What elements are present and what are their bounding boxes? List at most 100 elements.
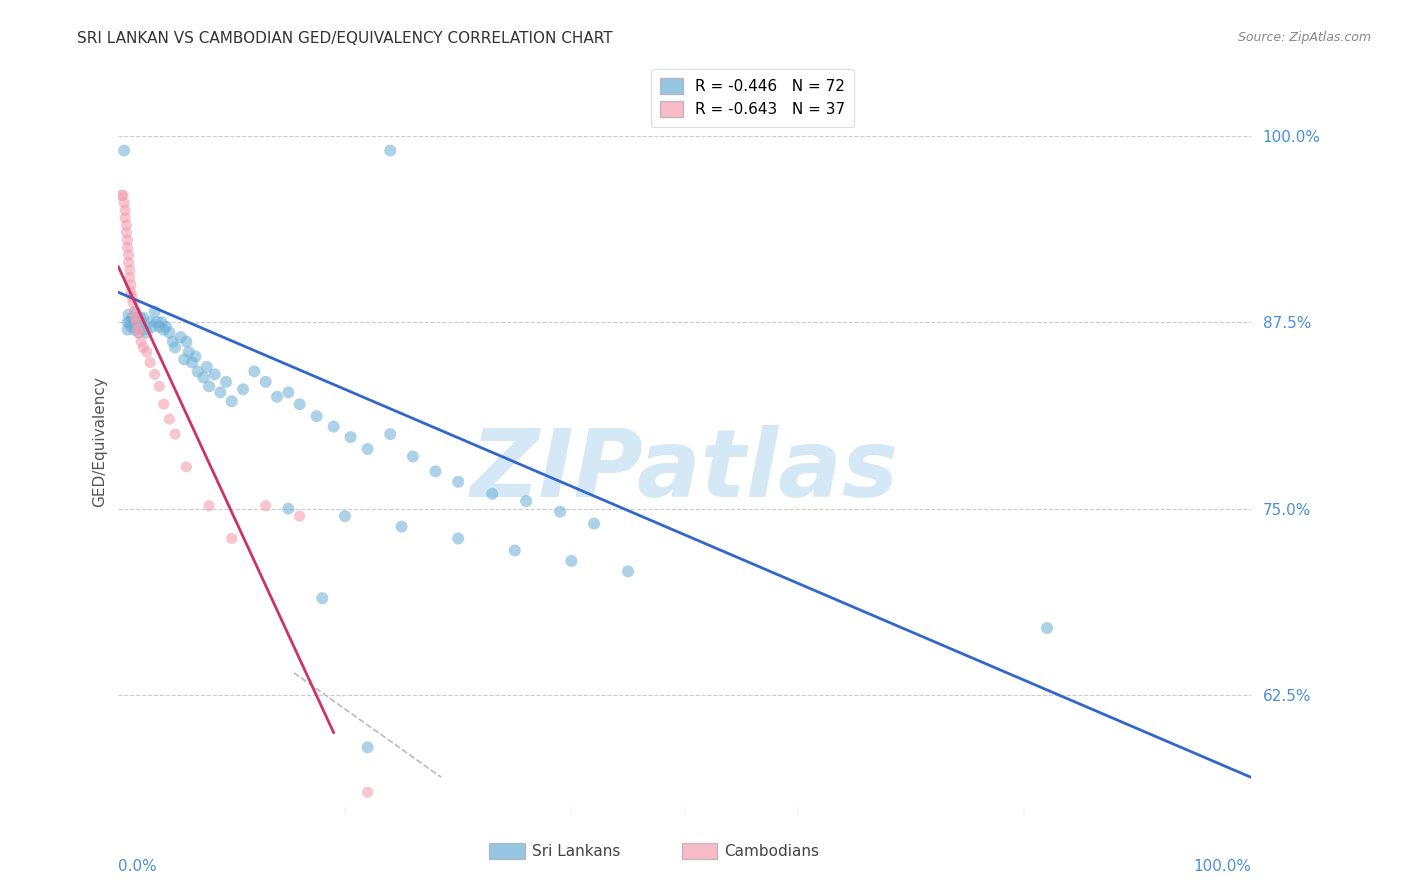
Point bbox=[150, 315, 173, 329]
Point bbox=[117, 308, 139, 322]
Point bbox=[254, 499, 277, 513]
Point bbox=[503, 543, 526, 558]
Point bbox=[128, 326, 150, 340]
Point bbox=[114, 211, 136, 225]
Point bbox=[548, 505, 571, 519]
Point bbox=[152, 397, 174, 411]
Point bbox=[193, 370, 215, 384]
Point bbox=[617, 565, 640, 579]
Point bbox=[143, 304, 166, 318]
Point bbox=[139, 355, 162, 369]
Point bbox=[195, 359, 218, 374]
Point bbox=[165, 427, 187, 442]
Point bbox=[132, 341, 155, 355]
Point bbox=[155, 319, 177, 334]
Point bbox=[170, 330, 193, 344]
Point bbox=[243, 364, 266, 378]
Point bbox=[305, 409, 328, 424]
Point bbox=[356, 442, 378, 456]
Point bbox=[157, 326, 180, 340]
Point bbox=[129, 334, 152, 349]
Point bbox=[128, 326, 150, 340]
Point bbox=[254, 375, 277, 389]
Point bbox=[120, 319, 142, 334]
Point bbox=[184, 350, 207, 364]
Point bbox=[135, 326, 157, 340]
Point bbox=[204, 368, 226, 382]
Point bbox=[173, 352, 195, 367]
Point bbox=[447, 532, 470, 546]
Point bbox=[121, 290, 143, 304]
Point bbox=[111, 188, 134, 202]
Point bbox=[311, 591, 333, 606]
Point bbox=[129, 315, 152, 329]
Point bbox=[425, 464, 447, 478]
Point bbox=[111, 188, 134, 202]
Point bbox=[221, 532, 243, 546]
Point bbox=[117, 241, 139, 255]
Point bbox=[356, 785, 378, 799]
Point bbox=[187, 364, 209, 378]
Point bbox=[115, 218, 138, 232]
Point bbox=[402, 450, 425, 464]
Point bbox=[583, 516, 606, 531]
Point bbox=[122, 295, 145, 310]
Point bbox=[117, 323, 139, 337]
Point bbox=[139, 315, 162, 329]
Point bbox=[120, 277, 142, 292]
Point bbox=[481, 487, 503, 501]
Point bbox=[121, 310, 143, 325]
Point bbox=[129, 310, 152, 325]
Point bbox=[288, 509, 311, 524]
Y-axis label: GED/Equivalency: GED/Equivalency bbox=[93, 376, 107, 507]
Point bbox=[125, 315, 148, 329]
Point bbox=[124, 310, 146, 325]
Point bbox=[560, 554, 582, 568]
Point bbox=[112, 195, 135, 210]
Text: ZIPatlas: ZIPatlas bbox=[471, 425, 898, 517]
Text: SRI LANKAN VS CAMBODIAN GED/EQUIVALENCY CORRELATION CHART: SRI LANKAN VS CAMBODIAN GED/EQUIVALENCY … bbox=[77, 31, 613, 46]
Point bbox=[122, 315, 145, 329]
Point bbox=[148, 379, 170, 393]
Point bbox=[277, 385, 299, 400]
Point bbox=[132, 310, 155, 325]
Point bbox=[132, 323, 155, 337]
Point bbox=[176, 334, 198, 349]
Point bbox=[162, 334, 184, 349]
Point bbox=[209, 385, 232, 400]
Point bbox=[181, 355, 204, 369]
Point bbox=[124, 323, 146, 337]
Point bbox=[124, 304, 146, 318]
Point bbox=[117, 315, 139, 329]
Point bbox=[143, 368, 166, 382]
Point bbox=[112, 144, 135, 158]
Point bbox=[198, 499, 221, 513]
Point bbox=[127, 319, 149, 334]
Point bbox=[356, 740, 378, 755]
Point bbox=[125, 310, 148, 325]
Point bbox=[127, 323, 149, 337]
Point bbox=[135, 345, 157, 359]
Point bbox=[148, 319, 170, 334]
Text: Source: ZipAtlas.com: Source: ZipAtlas.com bbox=[1237, 31, 1371, 45]
Legend: R = -0.446   N = 72, R = -0.643   N = 37: R = -0.446 N = 72, R = -0.643 N = 37 bbox=[651, 69, 855, 127]
Text: 0.0%: 0.0% bbox=[118, 859, 157, 874]
Text: Cambodians: Cambodians bbox=[724, 844, 820, 859]
Point bbox=[165, 341, 187, 355]
Point bbox=[115, 226, 138, 240]
Point bbox=[380, 144, 402, 158]
Point bbox=[266, 390, 288, 404]
Point bbox=[177, 345, 200, 359]
Point bbox=[391, 519, 413, 533]
Point bbox=[232, 382, 254, 396]
Point bbox=[221, 394, 243, 409]
Point bbox=[146, 315, 169, 329]
Point bbox=[447, 475, 470, 489]
Point bbox=[380, 427, 402, 442]
Point bbox=[117, 255, 139, 269]
Text: 100.0%: 100.0% bbox=[1192, 859, 1251, 874]
Point bbox=[118, 270, 141, 285]
Point bbox=[333, 509, 356, 524]
Point bbox=[322, 419, 344, 434]
Point bbox=[141, 319, 163, 334]
